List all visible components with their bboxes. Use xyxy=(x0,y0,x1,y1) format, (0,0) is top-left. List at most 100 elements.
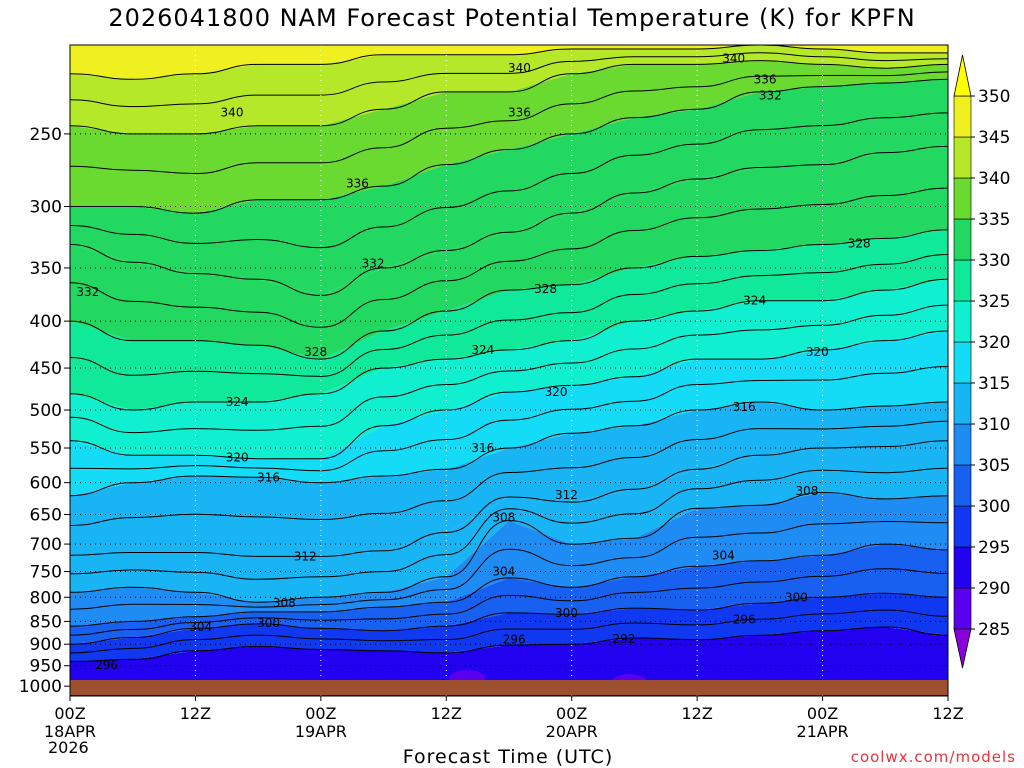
contour-label-304: 304 xyxy=(712,548,735,562)
band-344 xyxy=(70,45,948,80)
plot-frame xyxy=(69,44,949,697)
colorbar-swatch-345 xyxy=(953,95,972,138)
y-tick-label-350: 350 xyxy=(30,259,62,279)
contour-label-308: 308 xyxy=(273,596,296,610)
contour-label-304: 304 xyxy=(189,620,212,634)
isentrope-328 xyxy=(70,229,948,360)
x-tick-label-12: 12Z xyxy=(180,704,211,723)
isentrope-304 xyxy=(70,543,948,627)
isentrope-296 xyxy=(70,626,948,662)
chart-title: 2026041800 NAM Forecast Potential Temper… xyxy=(108,4,916,32)
colorbar-label-295: 295 xyxy=(978,538,1010,558)
contour-label-296: 296 xyxy=(733,613,756,627)
y-tick-label-700: 700 xyxy=(30,535,62,555)
colorbar-swatch-310 xyxy=(953,382,972,425)
isentrope-320 xyxy=(70,330,948,460)
x-tick-label-84: 12Z xyxy=(932,704,963,723)
colorbar-swatch-330 xyxy=(953,218,972,261)
colorbar-label-300: 300 xyxy=(978,497,1010,517)
contour-label-308: 308 xyxy=(795,484,818,498)
y-tick-label-550: 550 xyxy=(30,439,62,459)
y-tick-label-450: 450 xyxy=(30,359,62,379)
contour-lines xyxy=(70,45,948,662)
contour-label-312: 312 xyxy=(555,488,578,502)
y-tick-label-500: 500 xyxy=(30,401,62,421)
band-296 xyxy=(70,593,948,662)
isentrope-318 xyxy=(70,366,948,472)
contour-label-328: 328 xyxy=(304,345,327,359)
colorbar-label-325: 325 xyxy=(978,292,1010,312)
x-tick-label-48: 00Z xyxy=(556,704,587,723)
colorbar-swatch-335 xyxy=(953,177,972,220)
x-tick-label-72: 00Z xyxy=(807,704,838,723)
colorbar-label-335: 335 xyxy=(978,210,1010,230)
contour-label-320: 320 xyxy=(226,450,249,464)
colorbar-label-340: 340 xyxy=(978,169,1010,189)
isentrope-316 xyxy=(70,401,948,497)
credit-link[interactable]: coolwx.com/models xyxy=(850,748,1016,766)
colorbar-label-320: 320 xyxy=(978,333,1010,353)
contour-label-300: 300 xyxy=(555,606,578,620)
colorbar-swatch-340 xyxy=(953,136,972,179)
contour-label-316: 316 xyxy=(471,441,494,455)
contour-label-296: 296 xyxy=(95,658,118,672)
contour-label-300: 300 xyxy=(257,616,280,630)
contour-label-324: 324 xyxy=(226,395,249,409)
colorbar-label-305: 305 xyxy=(978,456,1010,476)
contour-label-340: 340 xyxy=(508,61,531,75)
colorbar-swatch-300 xyxy=(953,464,972,507)
isentrope-342 xyxy=(70,52,948,108)
contour-label-340: 340 xyxy=(722,52,745,66)
y-tick-label-950: 950 xyxy=(30,657,62,677)
contour-label-328: 328 xyxy=(848,236,871,250)
x-axis-title: Forecast Time (UTC) xyxy=(402,746,614,768)
contour-label-336: 336 xyxy=(346,176,369,190)
colorbar-label-285: 285 xyxy=(978,620,1010,640)
isentrope-308 xyxy=(70,491,948,603)
contour-label-324: 324 xyxy=(743,294,766,308)
contour-label-324: 324 xyxy=(471,343,494,357)
colorbar-top-arrow xyxy=(953,54,972,97)
colorbar-swatch-320 xyxy=(953,300,972,343)
contour-label-304: 304 xyxy=(492,565,515,579)
run-year-label: 2026 xyxy=(48,738,89,757)
contour-label-320: 320 xyxy=(806,345,829,359)
y-tick-label-650: 650 xyxy=(30,506,62,526)
y-axis: 250 300 350 400 450 500 550 600 650 700 750 800 850 9… xyxy=(19,125,70,697)
x-tick-label-36: 12Z xyxy=(431,704,462,723)
contour-label-300: 300 xyxy=(785,590,808,604)
x-tick-label-24: 00Z xyxy=(305,704,336,723)
isentrope-330 xyxy=(70,187,948,328)
colorbar-swatch-305 xyxy=(953,423,972,466)
colorbar-swatch-315 xyxy=(953,341,972,384)
isentrope-338 xyxy=(70,71,948,175)
colorbar-swatch-290 xyxy=(953,546,972,589)
contour-label-336: 336 xyxy=(754,72,777,86)
contour-label-332: 332 xyxy=(76,285,99,299)
band-308 xyxy=(70,440,948,603)
band-below-296 xyxy=(70,627,948,696)
y-tick-label-800: 800 xyxy=(30,588,62,608)
colorbar-swatch-295 xyxy=(953,505,972,548)
x-tick-label-0: 00Z xyxy=(54,704,85,723)
isentrope-310 xyxy=(70,467,948,580)
colorbar-label-315: 315 xyxy=(978,374,1010,394)
y-tick-label-600: 600 xyxy=(30,474,62,494)
isentrope-336 xyxy=(70,78,948,214)
y-tick-label-250: 250 xyxy=(30,125,62,145)
band-336 xyxy=(70,60,948,214)
contour-label-332: 332 xyxy=(759,88,782,102)
band-328 xyxy=(70,146,948,360)
y-tick-label-850: 850 xyxy=(30,612,62,632)
isentrope-344 xyxy=(70,45,948,80)
contour-label-312: 312 xyxy=(294,549,317,563)
filled-contours xyxy=(70,45,948,696)
contour-label-320: 320 xyxy=(545,385,568,399)
contour-label-336: 336 xyxy=(508,106,531,120)
isentrope-312 xyxy=(70,440,948,557)
colorbar: 285 290 295 300 305 310 315 320 325 330 335 340 345 3… xyxy=(953,54,1010,669)
isentrope-314 xyxy=(70,420,948,526)
isentrope-306 xyxy=(70,520,948,610)
